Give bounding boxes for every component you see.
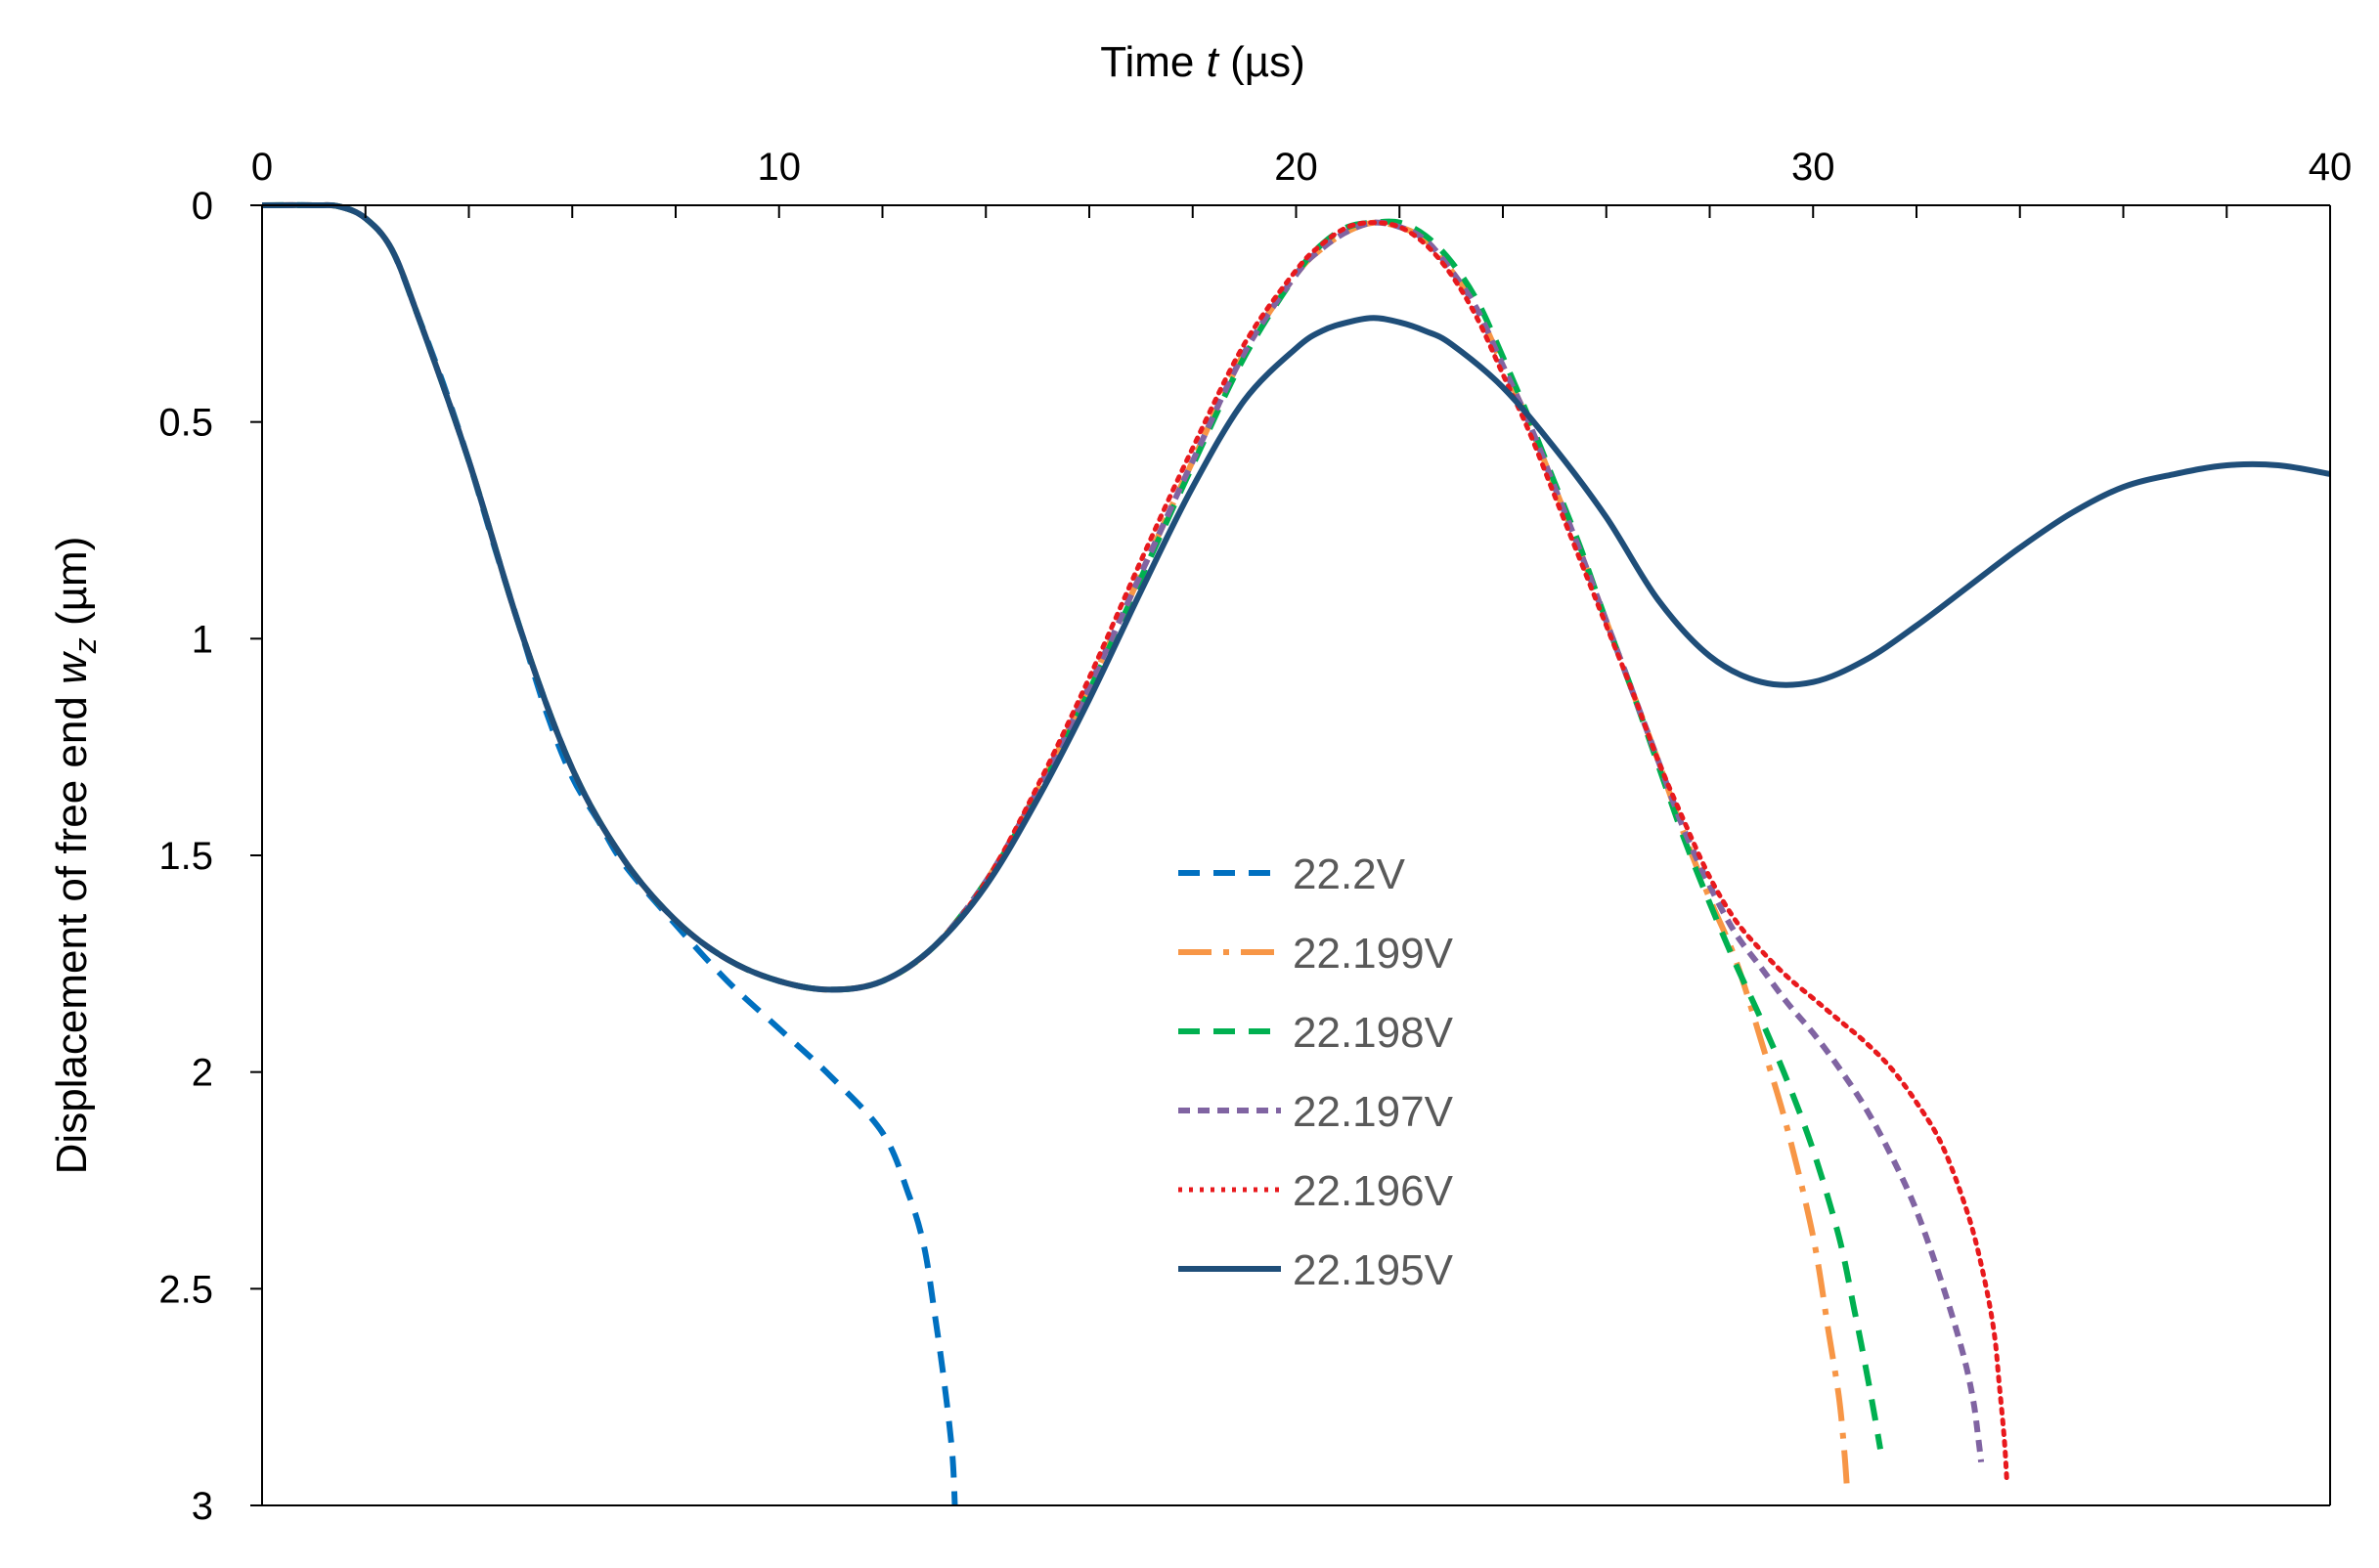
y-axis-title-suffix: (µm): [48, 537, 96, 638]
series-line-5: [262, 201, 2330, 993]
y-axis-title: Displacement of free end wz (µm): [48, 537, 103, 1175]
x-tick-label: 30: [1791, 146, 1835, 189]
x-tick-label: 0: [251, 146, 273, 189]
y-tick-label: 1.5: [158, 835, 213, 878]
legend: 22.2V 22.199V 22.198V 22.197V 22.196V 22.195V: [1178, 850, 1454, 1294]
x-tick-label: 20: [1274, 146, 1318, 189]
y-axis-title-sub: z: [67, 637, 103, 654]
legend-label-3: 22.197V: [1293, 1088, 1454, 1136]
legend-label-2: 22.198V: [1293, 1009, 1454, 1057]
y-tick-label: 0.5: [158, 402, 213, 445]
x-axis-title: Time t (µs): [1100, 38, 1305, 86]
y-tick-label: 2: [192, 1052, 213, 1095]
legend-label-4: 22.196V: [1293, 1167, 1454, 1215]
y-tick-label: 1: [192, 618, 213, 661]
y-axis-title-var: w: [48, 650, 96, 684]
x-axis-title-var: t: [1207, 38, 1220, 86]
series-group: [262, 201, 2330, 1506]
legend-label-0: 22.2V: [1293, 850, 1406, 898]
y-tick-label: 0: [192, 185, 213, 228]
y-tick-label: 3: [192, 1485, 213, 1528]
legend-label-1: 22.199V: [1293, 930, 1454, 978]
y-axis-title-prefix: Displacement of free end: [48, 684, 96, 1174]
x-axis-title-prefix: Time: [1100, 38, 1206, 86]
x-axis-title-suffix: (µs): [1218, 38, 1305, 86]
y-tick-label: 2.5: [158, 1268, 213, 1311]
x-tick-label: 10: [758, 146, 802, 189]
series-line-3: [262, 201, 1985, 1463]
legend-label-5: 22.195V: [1293, 1246, 1454, 1294]
axes: 0 10 20 30 40 0 0.5 1 1.5 2 2.5 3: [158, 146, 2352, 1528]
x-tick-label: 40: [2309, 146, 2353, 189]
